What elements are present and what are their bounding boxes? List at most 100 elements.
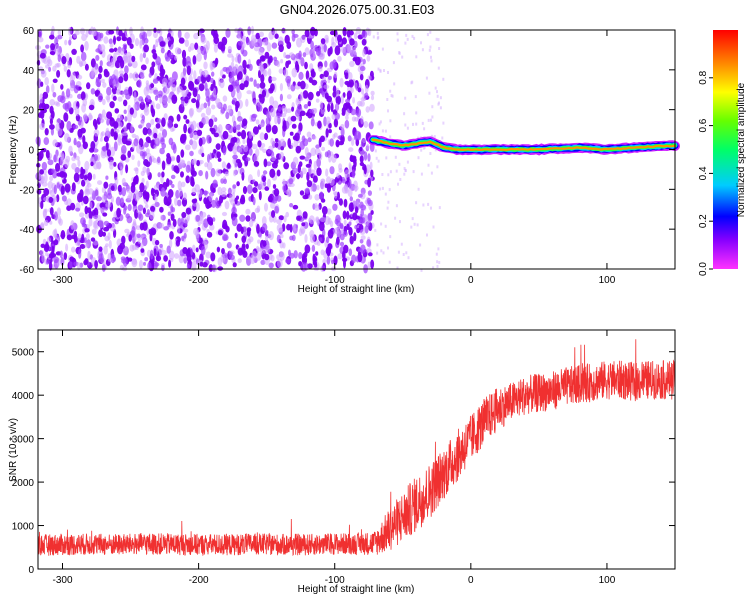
spectrogram-noise-cell xyxy=(361,38,367,46)
spectrogram-noise-cell xyxy=(189,108,194,118)
spectrogram-noise-cell xyxy=(64,158,70,168)
spectrogram-noise-cell xyxy=(193,227,199,236)
spectrogram-noise-cell xyxy=(48,66,52,72)
spectrogram-noise-cell xyxy=(215,203,220,209)
spectrogram-noise-cell xyxy=(241,35,247,41)
spectrogram-noise-cell xyxy=(365,248,372,254)
spectrogram-noise-cell xyxy=(264,202,268,212)
spectrogram-noise-cell xyxy=(84,63,89,71)
spectrogram-noise-cell xyxy=(44,128,49,136)
colorbar-label: Normalized spectral amplitude xyxy=(736,82,747,217)
spectrogram-noise-cell xyxy=(364,225,369,234)
spectrogram-noise-cell xyxy=(116,26,119,36)
spectrogram-noise-cell xyxy=(346,30,351,38)
spectrogram-noise-cell xyxy=(303,104,309,109)
spectrogram-noise-cell xyxy=(252,196,256,206)
spectrogram-noise-cell xyxy=(127,112,132,123)
spectrogram-noise-cell xyxy=(161,142,166,149)
spectrogram-noise-cell xyxy=(262,170,268,175)
spectrogram-noise-speck xyxy=(381,129,384,133)
spectrogram-noise-cell xyxy=(222,223,228,230)
spectrogram-noise-cell xyxy=(140,120,145,127)
spectrogram-noise-cell xyxy=(188,46,192,53)
spectrogram-noise-speck xyxy=(387,200,390,204)
spectrogram-noise-cell xyxy=(91,228,97,235)
spectrogram-noise-speck xyxy=(432,225,435,229)
spectrogram-noise-cell xyxy=(170,59,176,65)
spectrogram-noise-cell xyxy=(112,79,116,89)
spectrogram-noise-cell xyxy=(213,149,217,154)
spectrogram-noise-cell xyxy=(338,163,343,171)
spectrogram-noise-cell xyxy=(215,143,221,151)
spectrogram-noise-speck xyxy=(438,261,441,264)
spectrogram-noise-cell xyxy=(274,138,279,143)
spectrogram-noise-cell xyxy=(176,87,180,95)
spectrogram-noise-cell xyxy=(228,84,234,92)
spectrogram-noise-cell xyxy=(325,168,329,177)
spectrogram-noise-cell xyxy=(41,181,48,187)
spectrogram-noise-cell xyxy=(306,131,312,138)
spectrogram-noise-speck xyxy=(404,41,407,45)
spectrogram-noise-cell xyxy=(185,144,191,151)
spectrogram-noise-cell xyxy=(112,95,117,101)
spectrogram-noise-cell xyxy=(238,147,243,153)
spectrogram-noise-cell xyxy=(328,155,332,163)
spectrogram-noise-cell xyxy=(315,217,320,224)
spectrogram-noise-cell xyxy=(340,127,345,137)
spectrogram-noise-cell xyxy=(263,158,268,168)
spectrogram-noise-cell xyxy=(90,161,94,167)
spectrogram-noise-cell xyxy=(253,99,257,105)
spectrogram-noise-cell xyxy=(191,120,197,130)
spectrogram-noise-cell xyxy=(48,261,53,271)
spectrogram-noise-cell xyxy=(215,98,221,105)
spectrogram-noise-cell xyxy=(146,122,152,129)
spectrogram-noise-cell xyxy=(73,172,80,183)
spectrogram-noise-speck xyxy=(387,246,389,250)
spectrogram-noise-cell xyxy=(41,161,48,171)
spectrogram-noise-cell xyxy=(319,237,323,242)
spectrogram-noise-cell xyxy=(55,44,60,52)
spectrogram-noise-cell xyxy=(232,145,238,155)
spectrogram-noise-cell xyxy=(312,52,316,58)
spectrogram-noise-cell xyxy=(42,210,47,219)
spectrogram-noise-cell xyxy=(53,239,59,246)
spectrogram-noise-cell xyxy=(200,112,206,118)
spectrogram-noise-cell xyxy=(259,122,265,128)
spectrogram-noise-cell xyxy=(309,63,314,71)
spectrogram-noise-cell xyxy=(276,258,283,268)
spectrogram-noise-speck xyxy=(405,251,408,255)
spectrogram-noise-cell xyxy=(184,39,189,47)
spectrogram-noise-cell xyxy=(94,187,99,197)
spectrogram-noise-cell xyxy=(199,122,204,129)
spectrogram-noise-cell xyxy=(142,151,146,161)
spectrogram-noise-cell xyxy=(224,171,229,177)
spectrogram-noise-speck xyxy=(427,163,430,167)
spectrogram-noise-cell xyxy=(217,229,223,236)
spectrogram-noise-cell xyxy=(149,211,155,220)
spectrogram-noise-cell xyxy=(37,175,44,180)
spectrogram-noise-cell xyxy=(41,254,46,263)
spectrogram-noise-cell xyxy=(293,223,297,232)
spectrogram-noise-cell xyxy=(200,46,207,55)
spectrogram-noise-cell xyxy=(38,150,44,160)
spectrogram-noise-cell xyxy=(247,140,253,149)
spectrogram-noise-cell xyxy=(153,262,160,267)
spectrogram-noise-cell xyxy=(101,264,106,272)
spectrogram-noise-cell xyxy=(49,189,56,197)
spectrogram-noise-cell xyxy=(239,83,245,91)
spectrogram-noise-cell xyxy=(359,146,363,152)
spectrogram-noise-cell xyxy=(81,168,86,175)
spectrogram-noise-cell xyxy=(237,131,242,137)
spectrogram-noise-cell xyxy=(301,253,306,263)
spectrogram-noise-cell xyxy=(121,32,126,41)
spectrogram-noise-cell xyxy=(302,90,309,99)
spectrogram-noise-cell xyxy=(277,36,284,47)
spectrogram-noise-cell xyxy=(108,239,112,249)
spectrogram-noise-cell xyxy=(237,54,242,64)
spectrogram-noise-cell xyxy=(333,255,338,266)
spectrogram-noise-cell xyxy=(192,87,198,98)
spectrogram-noise-cell xyxy=(311,244,316,252)
spectrogram-noise-cell xyxy=(295,145,302,154)
spectrogram-noise-speck xyxy=(423,145,426,149)
